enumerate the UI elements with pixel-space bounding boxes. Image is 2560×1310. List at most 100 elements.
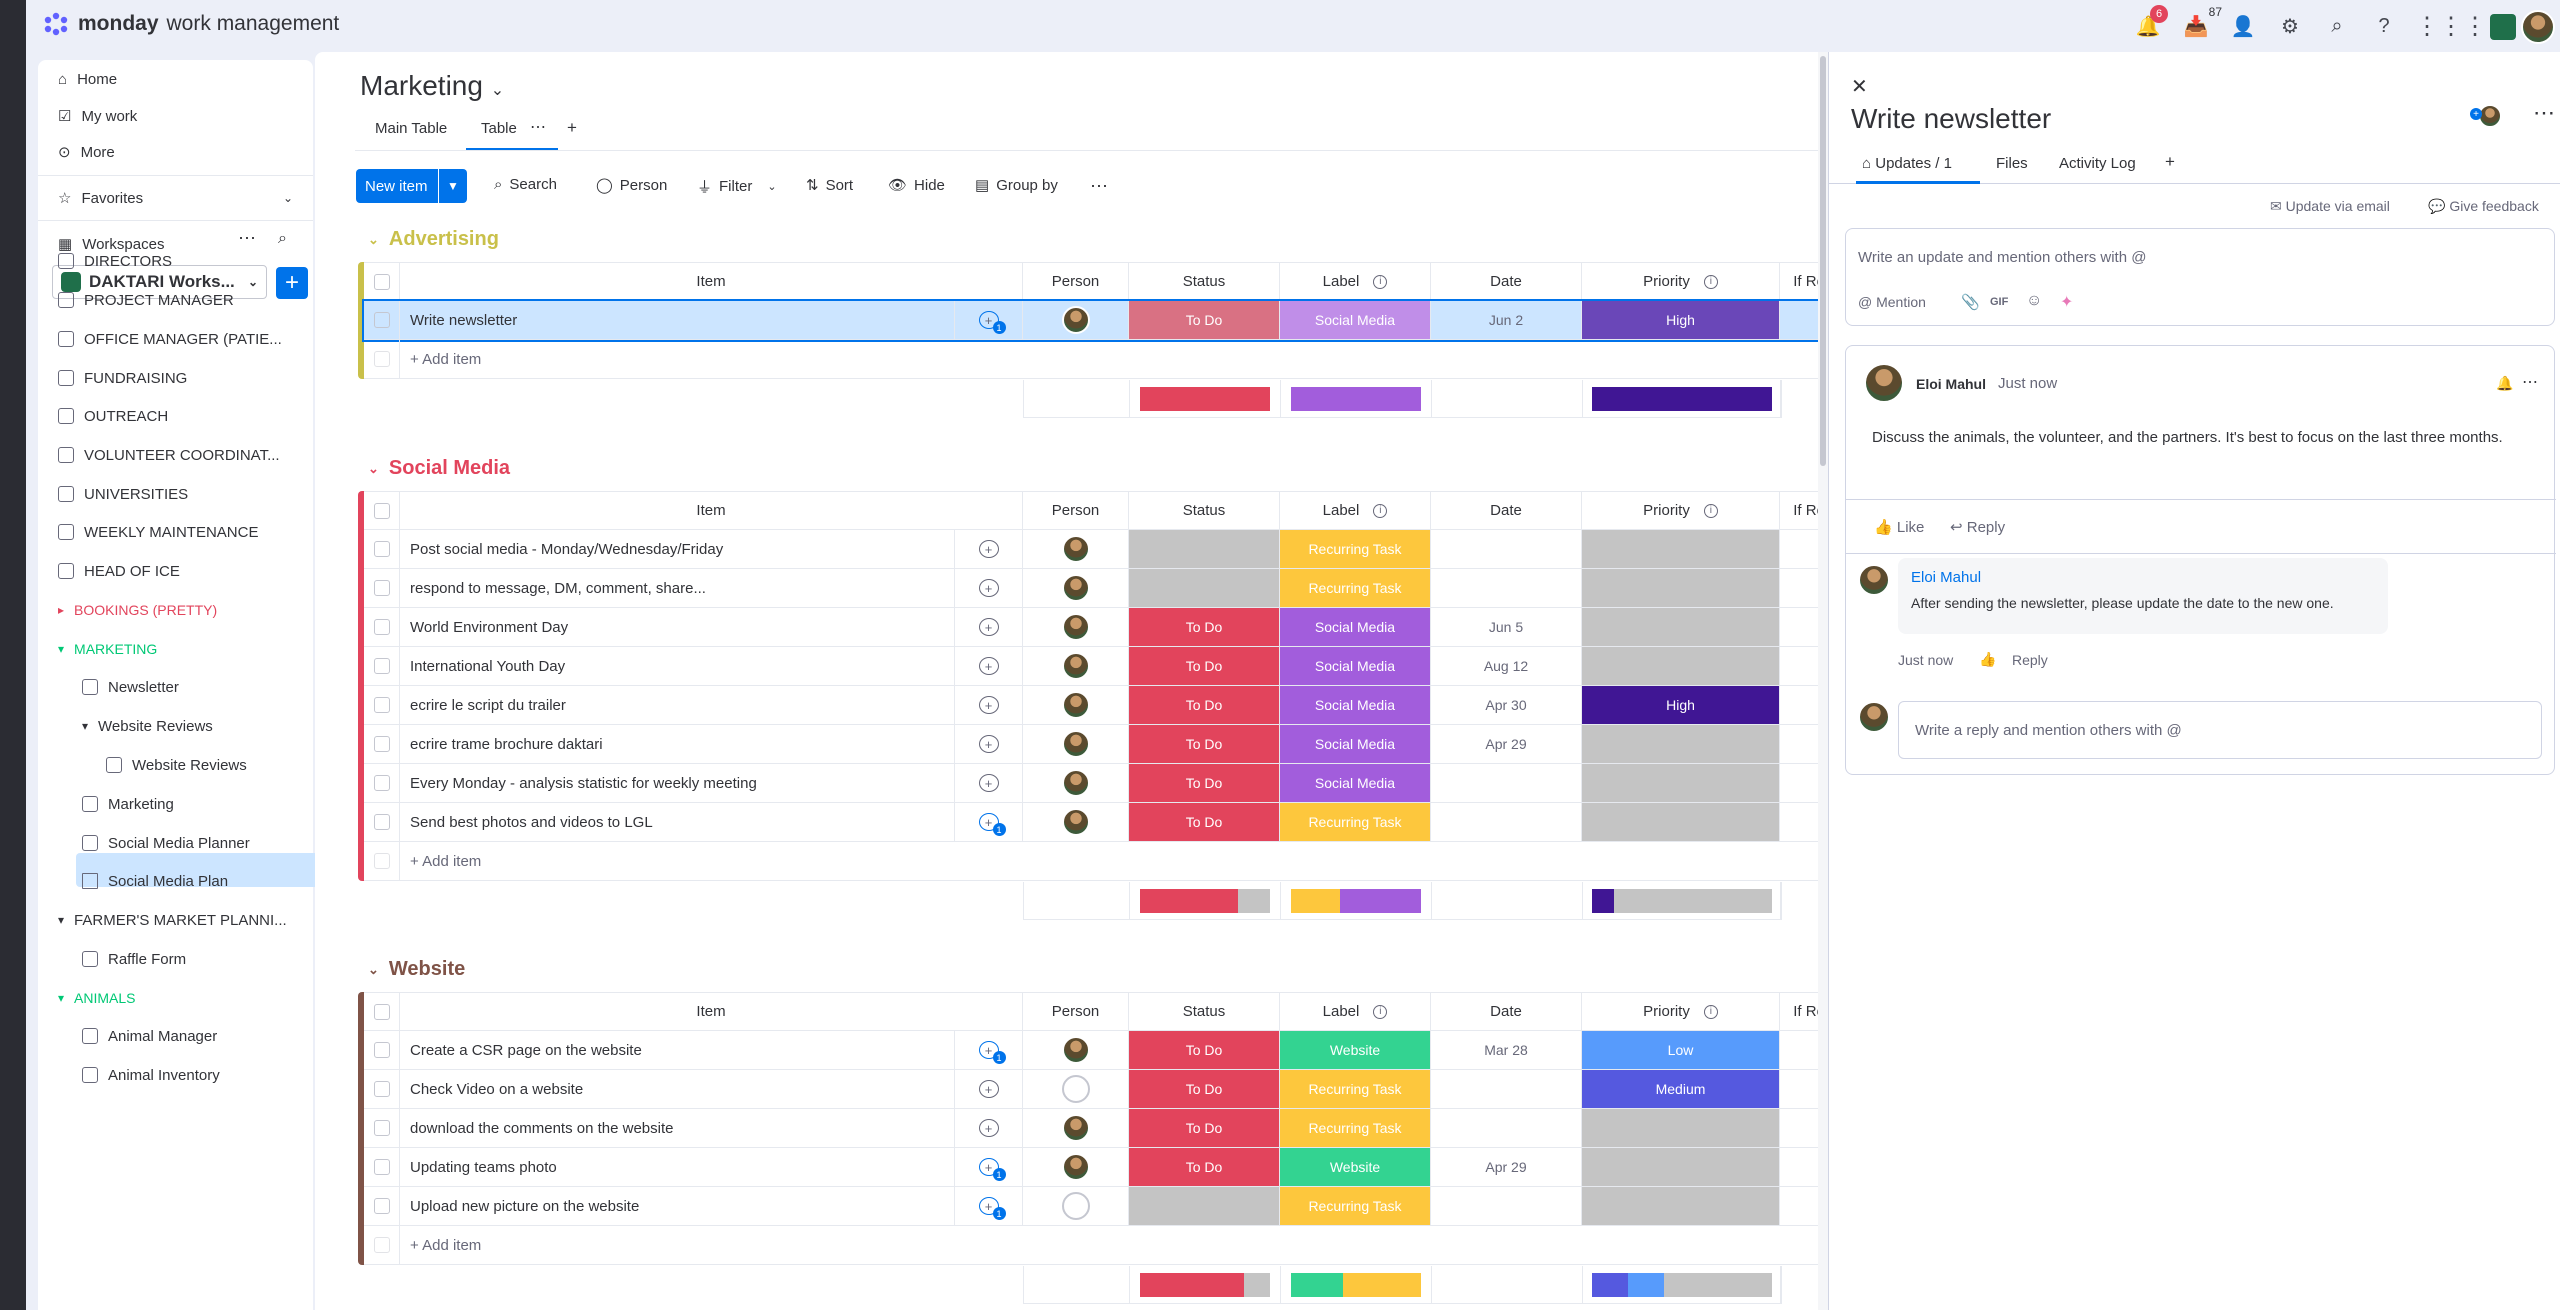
date-cell[interactable]: Aug 12 [1431, 647, 1582, 686]
add-item-row[interactable]: + Add item [364, 1226, 1854, 1265]
panel-title[interactable]: Write newsletter [1851, 103, 2052, 134]
status-cell[interactable]: To Do [1129, 1070, 1280, 1109]
sidebar-item[interactable]: PROJECT MANAGER [58, 286, 234, 314]
sidebar-folder[interactable]: ▾ Website Reviews [82, 712, 213, 740]
row-checkbox-cell[interactable] [364, 1187, 400, 1226]
sidebar-item[interactable]: DIRECTORS [58, 247, 172, 275]
date-cell[interactable] [1431, 764, 1582, 803]
item-name[interactable]: Updating teams photo [400, 1148, 955, 1187]
person-avatar[interactable] [1061, 574, 1090, 602]
date-cell[interactable]: Apr 29 [1431, 1148, 1582, 1187]
search-icon[interactable]: ⌕ [2331, 14, 2343, 37]
sidebar-item[interactable]: OFFICE MANAGER (PATIE... [58, 325, 282, 353]
label-summary[interactable] [1281, 1266, 1432, 1304]
priority-cell[interactable] [1582, 1109, 1780, 1148]
reply-author-avatar[interactable] [1858, 564, 1890, 596]
updates-cell[interactable]: + [955, 1187, 1023, 1226]
date-cell[interactable]: Jun 2 [1431, 301, 1582, 340]
checkbox-icon[interactable] [373, 1042, 390, 1058]
person-cell[interactable] [1023, 803, 1129, 842]
row-checkbox-cell[interactable] [364, 301, 400, 340]
label-cell[interactable]: Recurring Task [1280, 1070, 1431, 1109]
updates-cell[interactable]: + [955, 569, 1023, 608]
row-checkbox-cell[interactable] [364, 1070, 400, 1109]
row-checkbox-cell[interactable] [364, 569, 400, 608]
person-avatar[interactable] [1061, 1036, 1090, 1064]
add-item-row[interactable]: + Add item [364, 842, 1854, 881]
sidebar-item[interactable]: Marketing [82, 790, 174, 818]
add-update-icon[interactable]: + [978, 1119, 999, 1137]
if-recurring-cell[interactable] [1780, 569, 1854, 608]
item-name[interactable]: Every Monday - analysis statistic for we… [400, 764, 955, 803]
sidebar-item[interactable]: UNIVERSITIES [58, 480, 188, 508]
add-workspace-item-button[interactable]: + [276, 267, 308, 299]
item-name[interactable]: ecrire trame brochure daktari [400, 725, 955, 764]
status-cell[interactable]: To Do [1129, 1109, 1280, 1148]
row-checkbox-cell[interactable] [364, 530, 400, 569]
gif-button[interactable]: GIF [1990, 296, 2009, 308]
sidebar-item[interactable]: OUTREACH [58, 402, 168, 430]
updates-cell[interactable]: + [955, 1109, 1023, 1148]
item-name[interactable]: Check Video on a website [400, 1070, 955, 1109]
info-icon[interactable]: i [1373, 274, 1388, 289]
nav-home[interactable]: ⌂ Home [58, 70, 118, 88]
tab-updates[interactable]: ⌂ Updates / 1 [1862, 155, 1952, 172]
updates-cell[interactable]: + [955, 301, 1023, 340]
checkbox-icon[interactable] [373, 1198, 390, 1214]
person-avatar[interactable] [1061, 691, 1090, 719]
workspaces-search-icon[interactable]: ⌕ [278, 230, 287, 247]
date-cell[interactable] [1431, 803, 1582, 842]
status-summary[interactable] [1130, 882, 1281, 920]
person-avatar[interactable] [1061, 1075, 1090, 1103]
chevron-down-icon[interactable]: ⌄ [767, 181, 777, 193]
group-title[interactable]: ⌄ Social Media [368, 457, 510, 480]
item-name[interactable]: World Environment Day [400, 608, 955, 647]
info-icon[interactable]: i [1703, 503, 1718, 518]
person-avatar[interactable] [1061, 652, 1090, 680]
column-header-label[interactable]: Label i [1280, 262, 1431, 301]
table-row[interactable]: Send best photos and videos to LGL + To Do… [364, 803, 1854, 842]
row-checkbox-cell[interactable] [364, 1031, 400, 1070]
sidebar-item[interactable]: FUNDRAISING [58, 364, 187, 392]
workspace-selector[interactable]: DAKTARI Works... ⌄ [52, 265, 267, 299]
label-cell[interactable]: Social Media [1280, 725, 1431, 764]
person-cell[interactable] [1023, 301, 1129, 340]
column-header-date[interactable]: Date [1431, 262, 1582, 301]
reply-reply-button[interactable]: Reply [2012, 652, 2048, 668]
add-update-icon[interactable]: + [978, 735, 999, 753]
person-cell[interactable] [1023, 1109, 1129, 1148]
update-editor[interactable]: Write an update and mention others with … [1845, 228, 2555, 326]
label-cell[interactable]: Social Media [1280, 301, 1431, 340]
app-logo[interactable]: monday work management [42, 12, 339, 36]
sidebar-item[interactable]: Animal Inventory [82, 1061, 220, 1089]
column-header-item[interactable]: Item [400, 262, 1023, 301]
checkbox-icon[interactable] [373, 775, 390, 791]
label-cell[interactable]: Website [1280, 1031, 1431, 1070]
label-cell[interactable]: Website [1280, 1148, 1431, 1187]
select-all-checkbox[interactable] [364, 992, 400, 1031]
table-row[interactable]: Check Video on a website + To Do Recurring … [364, 1070, 1854, 1109]
checkbox-icon[interactable] [373, 1120, 390, 1136]
date-cell[interactable]: Apr 30 [1431, 686, 1582, 725]
checkbox-icon[interactable] [373, 273, 390, 290]
table-row[interactable]: ecrire le script du trailer + To Do Social … [364, 686, 1854, 725]
date-cell[interactable]: Mar 28 [1431, 1031, 1582, 1070]
invite-members-icon[interactable]: 👤 [2230, 15, 2256, 38]
column-header-date[interactable]: Date [1431, 992, 1582, 1031]
bell-icon[interactable]: 🔔 [2496, 375, 2514, 391]
hide-button[interactable]: 👁 Hide [888, 176, 945, 195]
if-recurring-cell[interactable] [1780, 530, 1854, 569]
select-all-checkbox[interactable] [364, 262, 400, 301]
label-summary[interactable] [1281, 380, 1432, 418]
sidebar-folder[interactable]: ▾ MARKETING [58, 635, 157, 663]
item-name[interactable]: download the comments on the website [400, 1109, 955, 1148]
board-scrollbar[interactable] [1818, 52, 1828, 1310]
reply-author[interactable]: Eloi Mahul [1911, 569, 1982, 586]
item-name[interactable]: Send best photos and videos to LGL [400, 803, 955, 842]
date-cell[interactable]: Jun 5 [1431, 608, 1582, 647]
priority-summary[interactable] [1583, 1266, 1781, 1304]
priority-cell[interactable]: High [1582, 686, 1780, 725]
checkbox-icon[interactable] [373, 814, 390, 830]
post-more-icon[interactable]: ⋯ [2522, 374, 2538, 391]
add-item-input[interactable]: + Add item [400, 1226, 1023, 1265]
